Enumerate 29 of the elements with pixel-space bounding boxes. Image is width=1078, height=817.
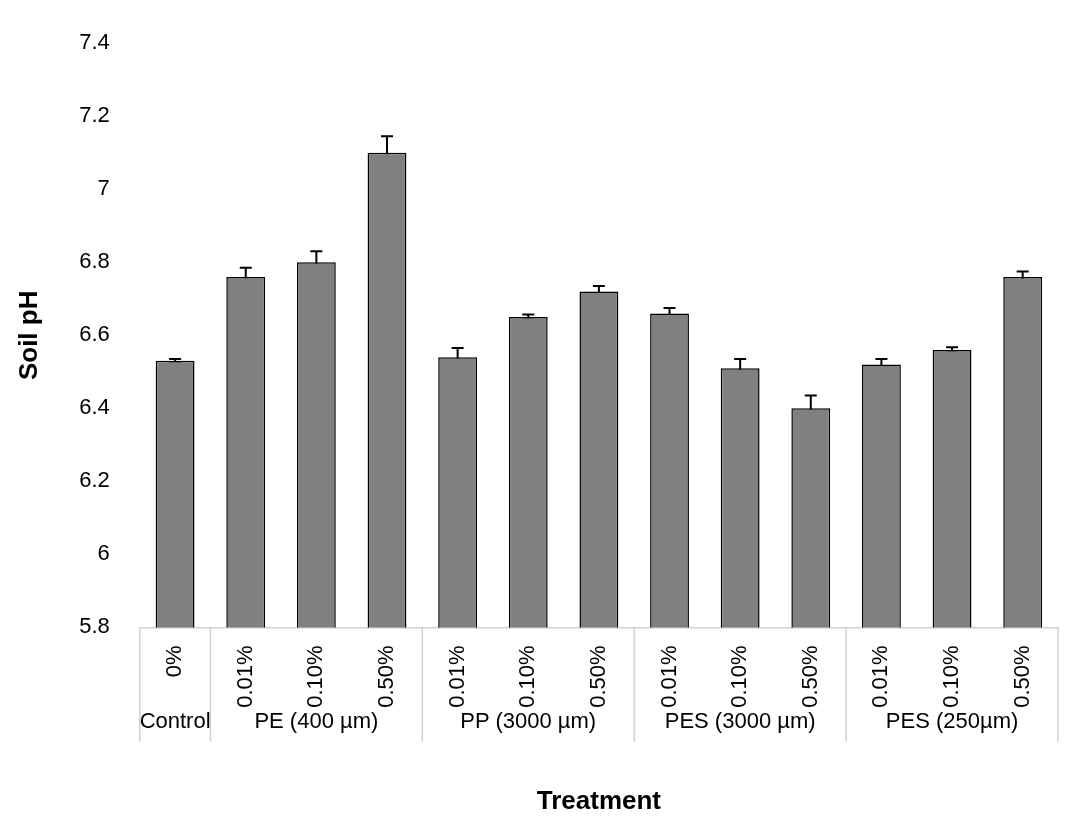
text: PES (250µm) bbox=[885, 708, 1019, 734]
x-tick-label: 0.50% bbox=[373, 645, 399, 708]
x-tick-label: 0% bbox=[161, 645, 187, 678]
x-tick-label: 0.10% bbox=[302, 645, 328, 708]
x-tick-label: 0.50% bbox=[796, 645, 822, 708]
text: PE (400 µm) bbox=[254, 708, 379, 734]
text: PP (3000 µm) bbox=[460, 708, 597, 734]
y-tick-label: 6.4 bbox=[79, 394, 110, 420]
x-tick-label: 0.10% bbox=[514, 645, 540, 708]
x-tick-label: 0.01% bbox=[443, 645, 469, 708]
x-tick-label: 0.01% bbox=[655, 645, 681, 708]
y-tick-label: 6 bbox=[97, 540, 110, 566]
x-tick-label: 0.01% bbox=[231, 645, 257, 708]
x-tick-label: 0.10% bbox=[938, 645, 964, 708]
x-tick-label: 0.01% bbox=[867, 645, 893, 708]
y-tick-label: 7 bbox=[97, 175, 110, 201]
y-tick-label: 7.4 bbox=[79, 29, 110, 55]
x-tick-label: 0.10% bbox=[726, 645, 752, 708]
y-tick-label: 7.2 bbox=[79, 102, 110, 128]
y-tick-label: 6.2 bbox=[79, 467, 110, 493]
x-tick-label: 0.50% bbox=[1008, 645, 1034, 708]
y-tick-label: 5.8 bbox=[79, 613, 110, 639]
text: PES (3000 µm) bbox=[664, 708, 816, 734]
y-axis-title: Soil pH bbox=[12, 290, 43, 381]
y-tick-label: 6.8 bbox=[79, 248, 110, 274]
x-tick-label: 0.50% bbox=[584, 645, 610, 708]
x-axis-title: Treatment bbox=[536, 784, 662, 815]
text: Control bbox=[139, 708, 211, 734]
y-tick-label: 6.6 bbox=[79, 321, 110, 347]
